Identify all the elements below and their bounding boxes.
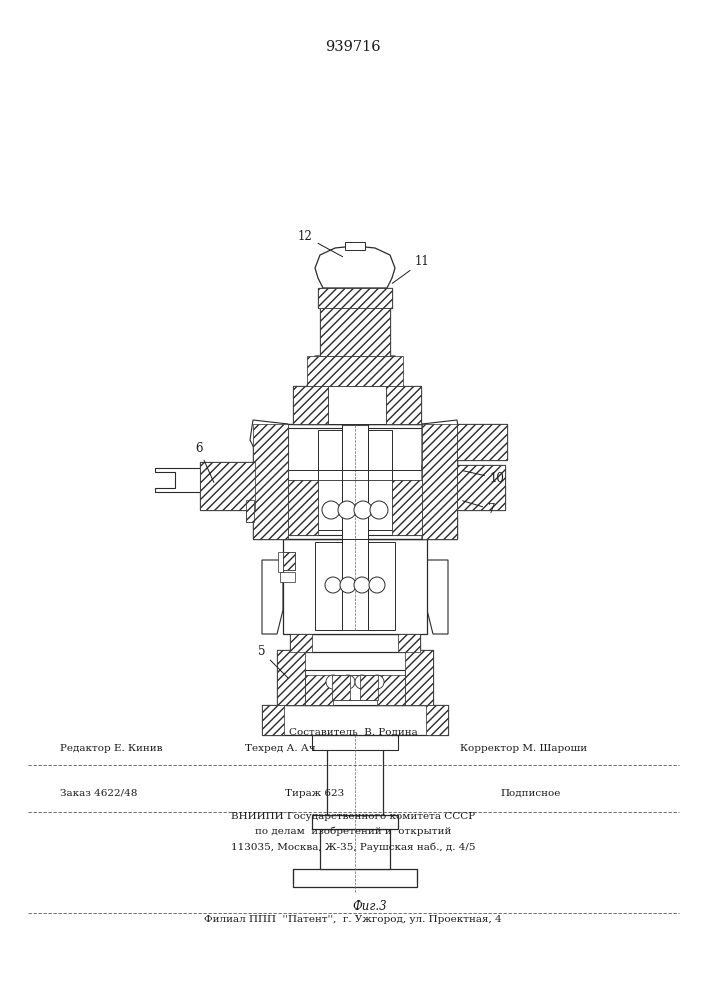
Bar	[405, 650, 433, 705]
Bar	[360, 675, 378, 700]
Bar	[290, 634, 312, 652]
Polygon shape	[155, 468, 200, 492]
Bar	[318, 430, 392, 530]
Circle shape	[322, 501, 340, 519]
Bar	[262, 705, 284, 735]
Bar	[288, 480, 318, 535]
Bar	[283, 552, 295, 570]
Bar	[345, 242, 365, 250]
Text: 5: 5	[258, 645, 288, 678]
Bar	[293, 386, 421, 424]
Text: ВНИИПИ Государственного комитета СССР: ВНИИПИ Государственного комитета СССР	[231, 812, 475, 821]
Text: 939716: 939716	[325, 40, 381, 54]
Bar	[398, 634, 420, 652]
Bar	[426, 705, 448, 735]
Circle shape	[354, 501, 372, 519]
Text: Редактор Е. Кинив: Редактор Е. Кинив	[60, 744, 163, 753]
Bar	[246, 500, 254, 522]
Bar	[200, 462, 255, 510]
Circle shape	[370, 675, 384, 689]
Bar	[277, 650, 433, 705]
Polygon shape	[262, 560, 283, 634]
Circle shape	[325, 577, 341, 593]
Bar	[457, 465, 505, 510]
Bar	[342, 425, 368, 630]
Bar	[280, 572, 295, 582]
Bar	[327, 735, 383, 815]
Bar	[457, 424, 507, 460]
Bar	[315, 542, 395, 630]
Text: 6: 6	[195, 442, 214, 482]
Polygon shape	[422, 420, 460, 470]
Text: Техред А. Ач: Техред А. Ач	[245, 744, 315, 753]
Bar	[305, 670, 405, 705]
Bar	[392, 480, 422, 535]
Bar	[422, 424, 457, 539]
Bar	[283, 539, 427, 634]
Text: Составитель  В. Родина: Составитель В. Родина	[288, 728, 417, 737]
Bar	[293, 869, 417, 887]
Bar	[332, 675, 350, 700]
Bar	[293, 386, 328, 424]
Bar	[290, 634, 420, 652]
Polygon shape	[427, 560, 448, 634]
Text: 113035, Москва, Ж-35, Раушская наб., д. 4/5: 113035, Москва, Ж-35, Раушская наб., д. …	[230, 842, 475, 852]
Polygon shape	[250, 420, 288, 470]
Bar	[320, 308, 390, 356]
Bar	[320, 829, 390, 869]
Bar	[320, 308, 390, 356]
Bar	[253, 424, 288, 539]
Text: 10: 10	[462, 471, 505, 485]
Bar	[318, 288, 392, 308]
Polygon shape	[422, 465, 457, 539]
Bar	[332, 675, 378, 700]
Bar	[288, 428, 422, 535]
Bar	[377, 675, 405, 705]
Bar	[253, 424, 457, 539]
Text: 7: 7	[462, 501, 496, 516]
Polygon shape	[307, 356, 403, 386]
Circle shape	[341, 675, 355, 689]
Bar	[312, 735, 398, 750]
Circle shape	[326, 675, 340, 689]
Text: Заказ 4622/48: Заказ 4622/48	[60, 789, 137, 798]
Circle shape	[340, 577, 356, 593]
Bar	[305, 675, 333, 705]
Bar	[277, 650, 305, 705]
Text: 11: 11	[392, 255, 430, 283]
Polygon shape	[315, 246, 395, 288]
Bar	[283, 552, 295, 570]
Circle shape	[369, 577, 385, 593]
Bar	[386, 386, 421, 424]
Circle shape	[354, 577, 370, 593]
Text: по делам  изобретений и  открытий: по делам изобретений и открытий	[255, 827, 451, 836]
Circle shape	[338, 501, 356, 519]
Bar	[278, 552, 283, 572]
Bar	[328, 386, 386, 424]
Circle shape	[370, 501, 388, 519]
Text: Подписное: Подписное	[500, 789, 561, 798]
Circle shape	[355, 675, 369, 689]
Text: Фиг.3: Фиг.3	[353, 900, 387, 913]
Bar	[457, 465, 505, 510]
Bar	[307, 356, 403, 386]
Bar	[312, 815, 398, 829]
Text: Филиал ППП  ''Патент'',  г. Ужгород, ул. Проектная, 4: Филиал ППП ''Патент'', г. Ужгород, ул. П…	[204, 915, 502, 924]
Bar	[246, 500, 254, 522]
Bar	[318, 288, 392, 308]
Bar	[457, 424, 507, 460]
Bar	[262, 705, 448, 735]
Bar	[200, 462, 255, 510]
Text: Корректор М. Шароши: Корректор М. Шароши	[460, 744, 587, 753]
Text: 12: 12	[298, 230, 343, 257]
Text: Тираж 623: Тираж 623	[285, 789, 344, 798]
